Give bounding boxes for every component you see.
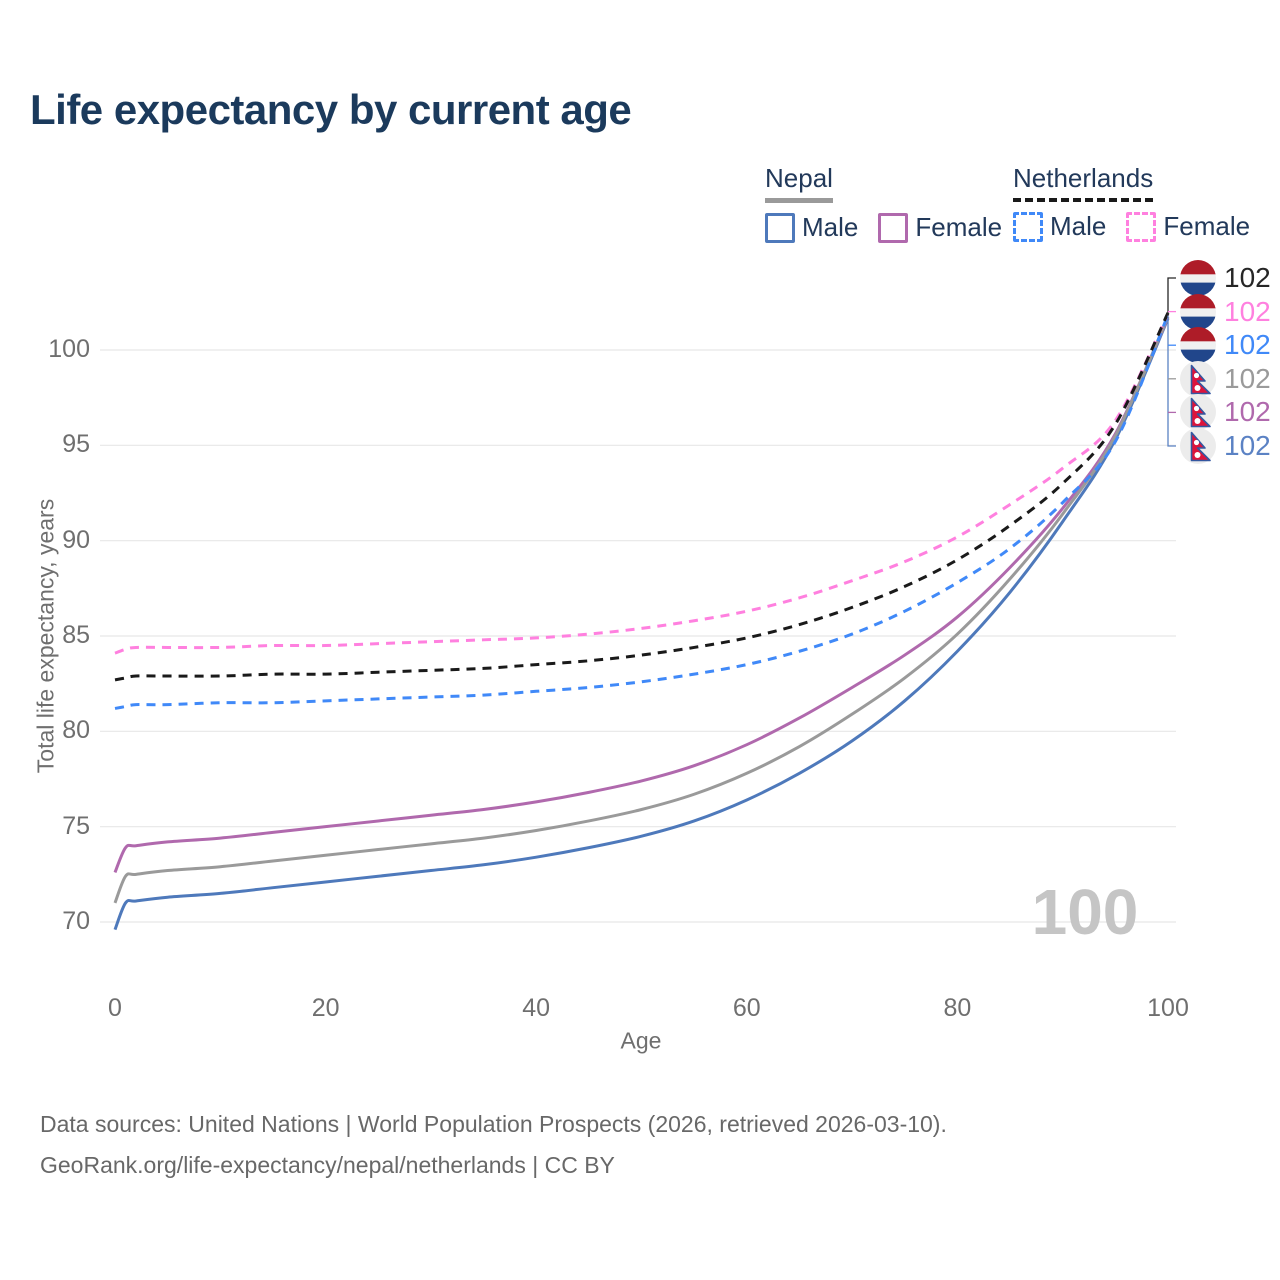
end-value: 102 [1224, 329, 1271, 361]
legend-item-netherlands-female[interactable]: Female [1126, 211, 1250, 242]
legend-item-nepal-male[interactable]: Male [765, 212, 858, 243]
legend-item-label: Male [1050, 211, 1107, 241]
series-line-nepal-male [113, 317, 1170, 931]
footer-data-sources: Data sources: United Nations | World Pop… [40, 1111, 947, 1137]
footer-attribution: GeoRank.org/life-expectancy/nepal/nether… [40, 1152, 615, 1178]
netherlands-flag-icon [1180, 260, 1216, 296]
y-tick-label: 75 [62, 811, 90, 840]
y-axis-title: Total life expectancy, years [32, 498, 59, 774]
y-tick-label: 70 [62, 907, 90, 935]
legend-item-netherlands-male[interactable]: Male [1013, 211, 1106, 242]
y-tick-label: 85 [62, 620, 90, 649]
end-label-connector [1167, 277, 1176, 316]
x-tick-label: 80 [943, 994, 972, 1022]
nepal-flag-icon [1180, 394, 1216, 431]
series-line-netherlands [114, 312, 1170, 682]
x-tick-label: 0 [108, 994, 122, 1022]
end-label-netherlands: 102 [1180, 260, 1271, 296]
y-tick-label: 80 [62, 716, 90, 745]
series-line-nepal-female [113, 316, 1170, 874]
end-label-netherlands-male: 102 [1180, 327, 1271, 364]
legend-group-title[interactable]: Netherlands [1013, 163, 1154, 202]
netherlands-flag-icon [1180, 327, 1216, 364]
legend-swatch [1126, 211, 1157, 242]
legend-group-title[interactable]: Nepal [765, 163, 833, 203]
y-tick-label: 90 [62, 525, 90, 554]
legend-swatch [765, 212, 795, 243]
page-title: Life expectancy by current age [30, 86, 632, 133]
legend-item-label: Female [915, 212, 1003, 242]
x-tick-label: 20 [311, 994, 340, 1022]
end-value: 102 [1224, 362, 1271, 394]
end-label-netherlands-female: 102 [1180, 293, 1271, 330]
series-line-nepal [113, 316, 1170, 904]
netherlands-flag-icon [1180, 293, 1216, 330]
y-tick-label: 100 [48, 334, 90, 363]
legend-items-row: Male Female [765, 212, 1002, 243]
nepal-flag-icon [1180, 360, 1216, 397]
x-tick-label: 60 [732, 994, 761, 1022]
x-tick-label: 100 [1147, 994, 1189, 1022]
series-line-netherlands-male [114, 314, 1170, 710]
legend-item-label: Male [802, 212, 859, 242]
series-line-netherlands-female [114, 313, 1170, 655]
end-value: 102 [1224, 262, 1271, 293]
end-value: 102 [1224, 396, 1271, 428]
end-value: 102 [1224, 295, 1271, 327]
legend-item-nepal-female[interactable]: Female [878, 212, 1002, 243]
legend-items-row: Male Female [1013, 211, 1250, 242]
legend-swatch [878, 212, 909, 243]
end-label-connector [1167, 315, 1176, 447]
y-tick-label: 95 [62, 430, 90, 459]
footer: Data sources: United Nations | World Pop… [40, 1104, 947, 1186]
end-value: 102 [1224, 430, 1271, 461]
nepal-flag-icon [1180, 428, 1216, 464]
end-label-nepal-male: 102 [1180, 428, 1271, 464]
end-label-nepal: 102 [1180, 360, 1271, 397]
end-label-nepal-female: 102 [1180, 394, 1271, 431]
age-watermark: 100 [1031, 876, 1139, 948]
legend-group-nepal: Nepal Male Female [765, 163, 1002, 243]
legend-group-netherlands: Netherlands Male Female [1013, 163, 1250, 242]
legend-swatch [1013, 211, 1043, 242]
legend-item-label: Female [1163, 211, 1251, 241]
x-tick-label: 40 [522, 994, 551, 1022]
x-axis-title: Age [620, 1027, 662, 1054]
